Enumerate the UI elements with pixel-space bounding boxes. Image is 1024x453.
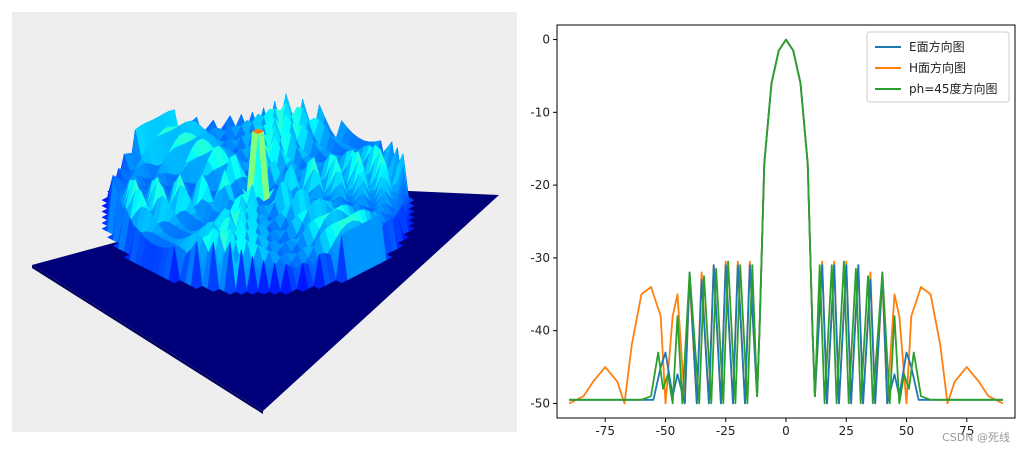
- series-line-2: [569, 38, 1003, 405]
- y-tick-label: -50: [530, 396, 550, 410]
- x-tick-label: 75: [959, 424, 974, 438]
- x-tick-label: 50: [899, 424, 914, 438]
- x-tick-label: 0: [782, 424, 790, 438]
- legend-label: ph=45度方向图: [909, 81, 998, 96]
- x-tick-label: -75: [595, 424, 615, 438]
- watermark: CSDN @死线: [942, 431, 1010, 444]
- legend-label: E面方向图: [909, 39, 965, 54]
- surface-mesh: [101, 93, 415, 295]
- line-chart: -75 -50 -25 0 25 50 75 0 -10 -20 -30 -40 -50 E面方向图 H面方…: [530, 24, 1016, 438]
- legend-label: H面方向图: [909, 60, 966, 75]
- legend-box: [866, 31, 1010, 103]
- y-tick-label: -40: [530, 324, 550, 338]
- x-tick-label: 25: [839, 424, 854, 438]
- surface-floor-edge: [32, 265, 263, 414]
- y-tick-label: 0: [542, 33, 550, 47]
- y-tick-label: -30: [530, 251, 550, 265]
- surface-plot: [32, 93, 499, 414]
- y-tick-label: -20: [530, 178, 550, 192]
- surface-plot-panel: [12, 12, 517, 432]
- x-tick-label: -50: [656, 424, 676, 438]
- y-tick-label: -10: [530, 105, 550, 119]
- x-tick-label: -25: [716, 424, 736, 438]
